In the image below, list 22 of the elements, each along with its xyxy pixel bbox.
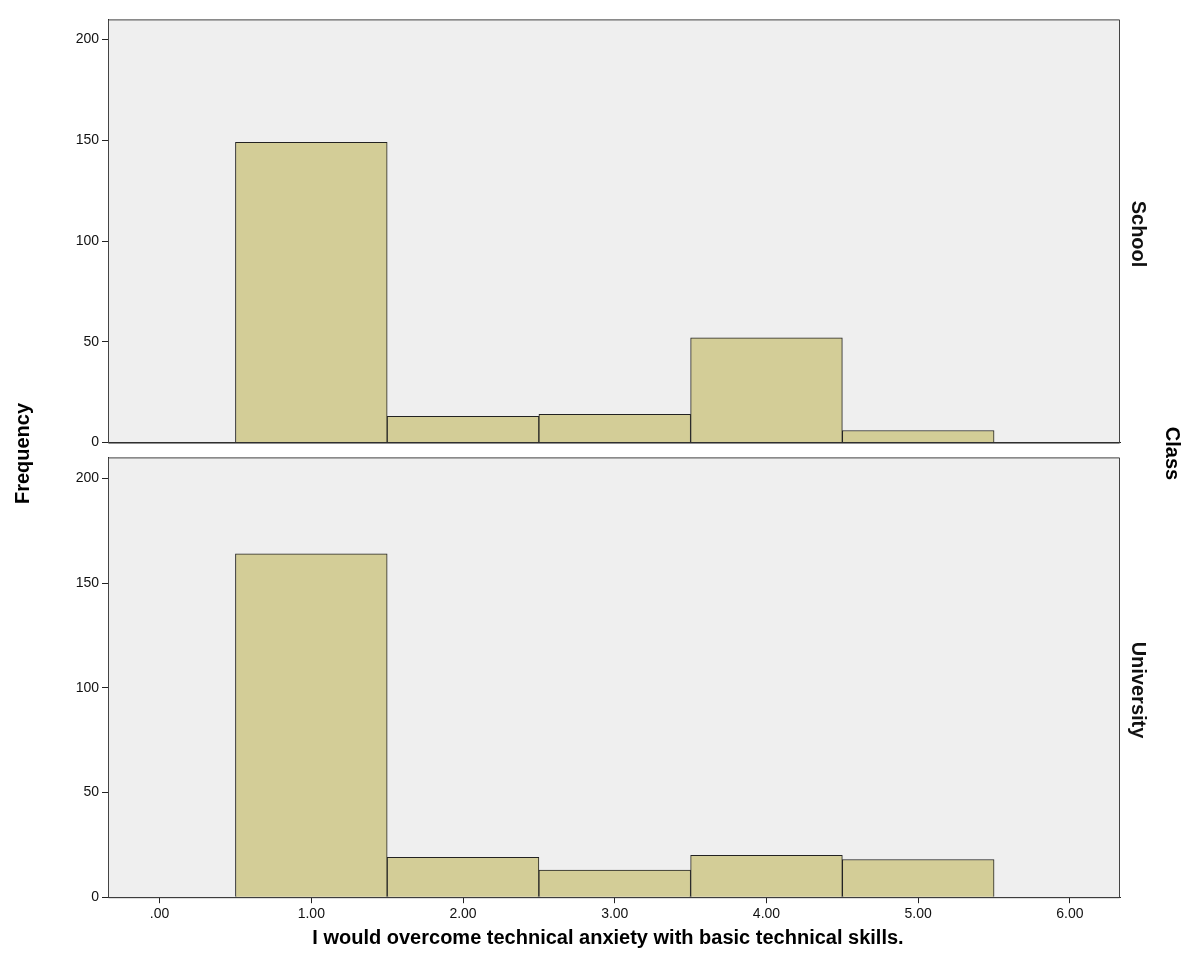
y-tick-label: 150 bbox=[75, 131, 100, 148]
y-tick-label: 200 bbox=[75, 469, 100, 486]
y-tick-label: 100 bbox=[75, 231, 100, 248]
x-tick-label: 6.00 bbox=[1056, 905, 1084, 922]
y-tick-label: 100 bbox=[75, 678, 100, 695]
y-tick-label: 0 bbox=[91, 888, 100, 905]
y-tick-label: 0 bbox=[91, 433, 100, 450]
y-tick-label: 150 bbox=[75, 573, 100, 590]
x-tick-label: 2.00 bbox=[449, 905, 477, 922]
x-axis-title: I would overcome technical anxiety with basic technical skills. bbox=[311, 926, 905, 949]
y-tick-label: 200 bbox=[75, 30, 100, 47]
y-tick-label: 50 bbox=[83, 332, 100, 349]
y-axis-title: Frequency bbox=[11, 402, 35, 504]
y-tick-label: 50 bbox=[83, 783, 100, 800]
x-tick-label: 4.00 bbox=[752, 905, 781, 922]
x-tick-label: 3.00 bbox=[601, 905, 629, 922]
text: School bbox=[1128, 200, 1151, 268]
text: University bbox=[1128, 641, 1151, 740]
x-tick-label: 5.00 bbox=[904, 905, 933, 922]
text: Class bbox=[1161, 426, 1185, 480]
x-tick-label: 1.00 bbox=[297, 905, 326, 922]
x-tick-label: .00 bbox=[149, 905, 170, 922]
